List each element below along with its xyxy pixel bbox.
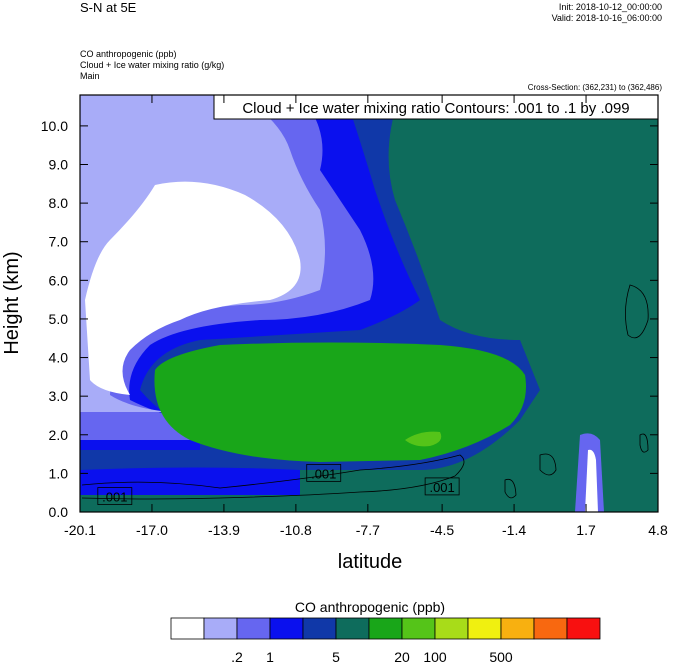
cloud-contour-a [81,454,465,500]
y-tick-label: 1.0 [49,465,69,481]
init-time: Init: 2018-10-12_00:00:00 [558,2,662,12]
colorbar-box [203,617,238,640]
co-filled-contours [80,95,658,512]
x-tick-label: -20.1 [64,522,96,538]
valid-time: Valid: 2018-10-16_06:00:00 [551,13,662,23]
colorbar-box [434,617,469,640]
colorbar-label: 20 [394,649,410,665]
contour-title: Cloud + Ice water mixing ratio Contours:… [242,100,629,117]
contour-label: .001 [311,466,336,481]
cloud-contour-b [625,284,649,339]
co-band-white [85,181,301,395]
colorbar-box [335,617,370,640]
time-info: Init: 2018-10-12_00:00:00 Valid: 2018-10… [552,2,662,24]
x-tick-label: 1.7 [576,522,596,538]
colorbar-label: 1 [266,649,274,665]
colorbar-label: 100 [423,649,447,665]
y-tick-label: 2.0 [49,427,69,443]
colorbar-box [170,617,205,640]
co-band-lowblue [80,467,300,495]
contour-label-box [306,463,342,482]
cloud-contour-d [504,478,517,499]
y-tick-label: 3.0 [49,388,69,404]
contour-label: .001 [102,490,127,505]
x-tick-label: -7.7 [356,522,380,538]
field-co: CO anthropogenic (ppb) [80,49,177,59]
y-tick-label: 0.0 [49,504,69,520]
x-tick-label: -10.8 [280,522,312,538]
y-tick-label: 10.0 [41,118,68,134]
plot-frame [79,94,659,513]
x-tick-label: -1.4 [502,522,526,538]
colorbar-box [269,617,304,640]
colorbar-label: 5 [332,649,340,665]
colorbar-box [401,617,436,640]
co-band-lightgreen [405,431,442,447]
y-tick-label: 4.0 [49,350,69,366]
field-list: CO anthropogenic (ppb) Cloud + Ice water… [80,49,224,82]
y-tick-label: 6.0 [49,272,69,288]
axes-layer: -20.1 -17.0 -13.9 -10.8 -7.7 -4.5 -1.4 1.7 4.8 0.… [41,95,668,538]
colorbar-title: CO anthropogenic (ppb) [295,599,445,615]
colorbar-box [500,617,535,640]
y-tick-label: 9.0 [49,157,69,173]
colorbar-box [302,617,337,640]
co-band-green [154,342,526,462]
colorbar: .2 1 5 20 100 500 [170,617,601,665]
cloud-contour-c [539,453,557,476]
y-tick-label: 5.0 [49,311,69,327]
co-band-spike-core [585,449,598,512]
y-tick-label: 8.0 [49,195,69,211]
x-tick-label: -17.0 [136,522,168,538]
y-axis-label: Height (km) [1,251,23,354]
field-cloud: Cloud + Ice water mixing ratio (g/kg) [80,60,225,70]
colorbar-box [368,617,403,640]
contour-label-layer: .001 .001 .001 [97,463,460,505]
contour-label-box [97,487,133,505]
colorbar-box [566,617,601,640]
x-tick-label: -4.5 [430,522,454,538]
colorbar-box [236,617,271,640]
y-tick-label: 7.0 [49,234,69,250]
colorbar-label: .2 [231,649,243,665]
x-tick-label: 4.8 [648,522,668,538]
cross-section-label: Cross-Section: (362,231) to (362,486) [527,83,662,92]
colorbar-box [533,617,568,640]
cloud-contour-lines [81,284,649,500]
contour-label-box [424,477,460,496]
colorbar-box [467,617,502,640]
contour-label: .001 [429,480,454,495]
plot-title: S-N at 5E [80,0,137,15]
colorbar-label: 500 [489,649,513,665]
x-tick-label: -13.9 [208,522,240,538]
cloud-contour-e [639,433,649,453]
field-main: Main [80,71,100,81]
x-axis-label: latitude [338,551,403,573]
